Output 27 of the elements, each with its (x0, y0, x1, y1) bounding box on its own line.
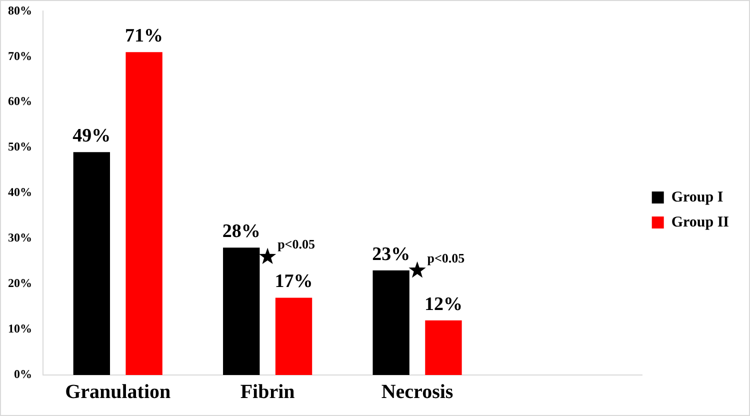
text: 71% (125, 26, 164, 47)
bar (126, 52, 162, 375)
y-tick-label: 0% (14, 367, 32, 382)
legend-label: Group II (671, 214, 730, 230)
y-tick-label: 70% (8, 48, 32, 63)
x-tick-label: Fibrin (240, 381, 295, 404)
y-tick-label: 60% (8, 94, 32, 108)
text: 23% (372, 244, 410, 265)
x-tick-label: Granulation (65, 381, 171, 404)
y-tick-label: 10% (8, 322, 32, 336)
bar (275, 298, 312, 375)
y-tick-label: 30% (8, 230, 32, 245)
annotation: p<0.05 (427, 250, 466, 266)
legend-label: Group I (671, 189, 724, 206)
text: 12% (424, 294, 462, 315)
bar (372, 270, 410, 375)
bar (425, 320, 462, 375)
y-tick-label: 50% (8, 140, 32, 154)
bar (73, 152, 110, 375)
y-tick-label: 80% (8, 3, 32, 18)
text: 17% (274, 271, 313, 292)
text: 28% (222, 221, 260, 242)
y-tick-label: 40% (8, 185, 32, 200)
annotation: p<0.05 (278, 236, 316, 252)
y-tick-label: 20% (8, 276, 32, 290)
text: 49% (72, 126, 111, 147)
x-tick-label: Necrosis (381, 381, 454, 404)
